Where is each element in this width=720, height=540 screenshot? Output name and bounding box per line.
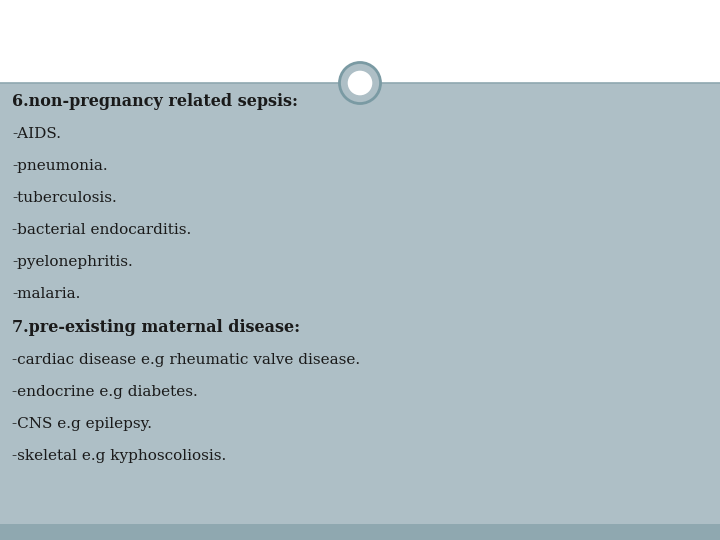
Text: -AIDS.: -AIDS. (12, 127, 61, 141)
Text: -CNS e.g epilepsy.: -CNS e.g epilepsy. (12, 417, 152, 431)
FancyBboxPatch shape (0, 524, 720, 540)
FancyBboxPatch shape (0, 0, 720, 83)
FancyBboxPatch shape (0, 83, 720, 524)
Text: -pyelonephritis.: -pyelonephritis. (12, 255, 132, 269)
Text: -bacterial endocarditis.: -bacterial endocarditis. (12, 223, 192, 237)
Circle shape (340, 63, 380, 104)
Text: -tuberculosis.: -tuberculosis. (12, 191, 117, 205)
Text: 6.non-pregnancy related sepsis:: 6.non-pregnancy related sepsis: (12, 93, 298, 110)
Circle shape (348, 71, 372, 96)
Text: -endocrine e.g diabetes.: -endocrine e.g diabetes. (12, 385, 198, 399)
Text: -pneumonia.: -pneumonia. (12, 159, 107, 173)
Text: -malaria.: -malaria. (12, 287, 81, 301)
Text: 7.pre-existing maternal disease:: 7.pre-existing maternal disease: (12, 319, 300, 336)
Text: -skeletal e.g kyphoscoliosis.: -skeletal e.g kyphoscoliosis. (12, 449, 226, 463)
Text: -cardiac disease e.g rheumatic valve disease.: -cardiac disease e.g rheumatic valve dis… (12, 353, 360, 367)
